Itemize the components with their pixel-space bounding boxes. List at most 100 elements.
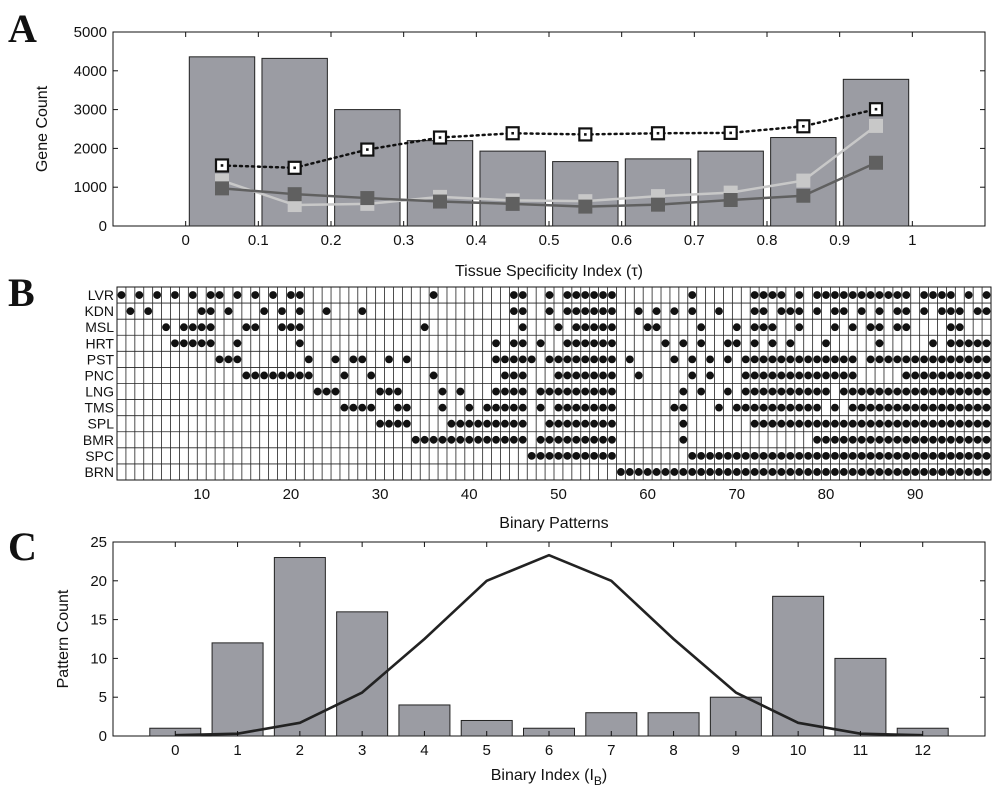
panel-c-xtick-label: 0 <box>171 742 179 759</box>
panel-b-dot <box>661 339 670 348</box>
panel-b-dot <box>920 419 929 428</box>
panel-b-dot <box>376 419 384 428</box>
panel-b-dot <box>822 371 830 380</box>
panel-b-dot <box>938 468 946 476</box>
panel-b-dot <box>438 435 447 444</box>
panel-b-dot <box>813 387 821 396</box>
panel-a-bar <box>552 161 619 227</box>
panel-b-dot <box>171 291 179 299</box>
panel-b-dot <box>839 451 848 460</box>
panel-b-dot <box>590 371 599 380</box>
panel-b-dot <box>509 339 518 348</box>
panel-b-dot <box>715 468 723 476</box>
panel-b-dot <box>750 468 759 476</box>
panel-b-dot <box>839 307 848 316</box>
panel-b-dot <box>911 355 920 364</box>
panel-b-dot <box>581 387 590 396</box>
panel-b-dot <box>456 435 465 444</box>
panel-b-dot <box>786 387 795 396</box>
panel-b-xtick-label: 90 <box>907 486 924 503</box>
panel-b-dot <box>724 451 732 460</box>
panel-b-dot <box>518 291 527 299</box>
panel-b-dot <box>679 339 688 348</box>
panel-b-dot <box>893 468 902 476</box>
panel-c-xtick-label: 4 <box>420 742 428 759</box>
panel-b-dot <box>501 355 509 364</box>
panel-b-dot <box>902 419 911 428</box>
panel-b-dot <box>911 435 920 444</box>
panel-b-dot <box>233 339 242 348</box>
panel-b-dot <box>206 339 215 348</box>
panel-b-dot <box>608 323 616 332</box>
panel-b-dot <box>973 355 982 364</box>
panel-b-dot <box>973 339 982 348</box>
panel-b-dot <box>706 355 714 364</box>
panel-a-series-point <box>796 188 811 203</box>
panel-b-dot <box>688 291 697 299</box>
panel-b-dot <box>955 468 964 476</box>
panel-b-dot <box>946 435 955 444</box>
panel-b-dot <box>795 307 804 316</box>
panel-a-series-point <box>287 198 302 213</box>
panel-b-dot <box>706 468 714 476</box>
panel-b-dot <box>777 403 786 412</box>
panel-b-dot <box>536 339 545 348</box>
panel-b-dot <box>563 403 572 412</box>
panel-b-dot <box>822 387 830 396</box>
panel-b-dot <box>117 291 126 299</box>
panel-b-dot <box>964 468 973 476</box>
panel-b-dot <box>608 451 616 460</box>
panel-b-dot <box>822 419 830 428</box>
panel-b-dot <box>536 435 545 444</box>
panel-b-dot <box>902 307 911 316</box>
panel-b-dot <box>697 468 706 476</box>
panel-b-dot <box>492 387 500 396</box>
panel-b-dot <box>902 323 911 332</box>
panel-b-dot <box>973 451 982 460</box>
panel-b-dot <box>786 468 795 476</box>
panel-a-series-point <box>505 196 520 211</box>
panel-b-dot <box>492 403 500 412</box>
panel-a-series-point <box>869 155 883 170</box>
panel-c-xtick-label: 3 <box>358 742 366 759</box>
panel-b-dot <box>572 355 581 364</box>
panel-b-dot <box>839 468 848 476</box>
panel-b-dot <box>456 419 465 428</box>
panel-b-dot <box>946 387 955 396</box>
panel-b-dot <box>813 403 821 412</box>
panel-b-dot <box>777 355 786 364</box>
panel-b-dot <box>278 323 286 332</box>
panel-b-dot <box>572 435 581 444</box>
panel-b-dot <box>750 371 759 380</box>
panel-b-dot <box>509 355 518 364</box>
panel-b-dot <box>599 435 607 444</box>
panel-b-dot <box>964 435 973 444</box>
panel-b-dot <box>768 419 777 428</box>
panel-b-dot <box>955 371 964 380</box>
panel-b-xtick-label: 10 <box>193 486 210 503</box>
panel-b-dot <box>643 323 652 332</box>
panel-b-dot <box>929 468 937 476</box>
panel-b-dot <box>447 435 456 444</box>
panel-b-dot <box>777 371 786 380</box>
panel-a-series-line <box>221 124 877 207</box>
panel-b-dot <box>911 387 920 396</box>
panel-b-dot <box>955 387 964 396</box>
panel-b-dot <box>501 435 509 444</box>
panel-b-dot <box>973 307 982 316</box>
panel-b-dot <box>741 451 750 460</box>
panel-b-dot <box>831 355 839 364</box>
panel-b-dot <box>955 339 964 348</box>
panel-a-xtick-label: 0 <box>181 232 189 249</box>
panel-b-dot <box>331 355 340 364</box>
panel-b-dot <box>946 371 955 380</box>
panel-b-dot <box>215 355 224 364</box>
panel-a-ylabel: Gene Count <box>34 85 51 172</box>
panel-b-dot <box>902 403 911 412</box>
panel-b-dot <box>590 323 599 332</box>
panel-b-dot <box>875 435 884 444</box>
panel-b-dot <box>545 355 554 364</box>
panel-b-dot <box>402 419 411 428</box>
panel-b-dot <box>920 468 929 476</box>
panel-b-row-label: MSL <box>85 319 114 335</box>
